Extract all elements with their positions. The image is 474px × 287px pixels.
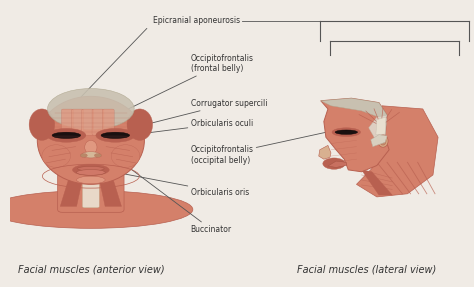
- Ellipse shape: [47, 88, 134, 129]
- Text: Orbicularis oris: Orbicularis oris: [103, 170, 249, 197]
- Ellipse shape: [42, 145, 71, 167]
- Ellipse shape: [47, 128, 86, 142]
- FancyBboxPatch shape: [82, 109, 94, 135]
- Polygon shape: [328, 161, 346, 167]
- Ellipse shape: [102, 135, 128, 138]
- Ellipse shape: [64, 133, 86, 137]
- Ellipse shape: [29, 109, 55, 140]
- FancyBboxPatch shape: [92, 109, 104, 135]
- Ellipse shape: [96, 133, 118, 137]
- Ellipse shape: [77, 170, 105, 175]
- Polygon shape: [376, 117, 386, 135]
- Text: Occipitofrontalis
(occipital belly): Occipitofrontalis (occipital belly): [191, 120, 384, 165]
- Ellipse shape: [378, 135, 388, 147]
- Ellipse shape: [80, 154, 87, 157]
- Polygon shape: [356, 106, 438, 197]
- Polygon shape: [369, 115, 387, 138]
- Ellipse shape: [127, 109, 153, 140]
- Ellipse shape: [82, 152, 100, 158]
- Text: Occipitofrontalis
(frontal belly): Occipitofrontalis (frontal belly): [96, 54, 254, 125]
- Text: Epicranial aponeurosis: Epicranial aponeurosis: [154, 16, 241, 25]
- FancyBboxPatch shape: [82, 177, 99, 208]
- Ellipse shape: [73, 164, 109, 176]
- Ellipse shape: [101, 132, 129, 138]
- Ellipse shape: [78, 166, 104, 171]
- Ellipse shape: [323, 158, 345, 169]
- FancyBboxPatch shape: [72, 109, 83, 135]
- Text: Buccinator: Buccinator: [115, 157, 232, 234]
- Polygon shape: [60, 178, 82, 206]
- Polygon shape: [321, 98, 389, 172]
- FancyBboxPatch shape: [62, 109, 73, 135]
- Ellipse shape: [96, 128, 135, 142]
- Polygon shape: [319, 146, 331, 159]
- Ellipse shape: [335, 130, 357, 134]
- Ellipse shape: [94, 154, 101, 157]
- Polygon shape: [321, 98, 387, 118]
- Polygon shape: [362, 170, 392, 195]
- Ellipse shape: [0, 191, 193, 228]
- Polygon shape: [99, 178, 121, 206]
- Ellipse shape: [53, 135, 80, 138]
- Ellipse shape: [52, 132, 81, 138]
- Ellipse shape: [332, 128, 361, 137]
- Text: Facial muscles (anterior view): Facial muscles (anterior view): [18, 265, 164, 275]
- Ellipse shape: [111, 145, 140, 167]
- FancyBboxPatch shape: [58, 172, 124, 212]
- Ellipse shape: [77, 176, 105, 184]
- Text: Facial muscles (lateral view): Facial muscles (lateral view): [297, 265, 436, 275]
- Polygon shape: [371, 135, 387, 147]
- Ellipse shape: [85, 140, 97, 154]
- Text: Orbicularis oculi: Orbicularis oculi: [113, 119, 253, 137]
- Ellipse shape: [37, 96, 145, 184]
- Text: Corrugator supercili: Corrugator supercili: [103, 99, 267, 135]
- FancyBboxPatch shape: [102, 109, 114, 135]
- Ellipse shape: [380, 137, 386, 145]
